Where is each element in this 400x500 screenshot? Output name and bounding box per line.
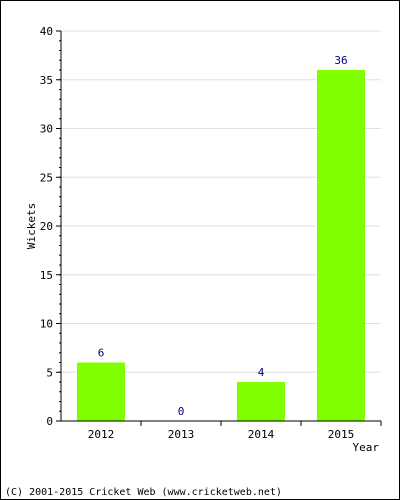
x-tick-label-2015: 2015 (328, 428, 355, 441)
y-tick-label: 0 (46, 415, 53, 428)
y-tick-label: 30 (40, 123, 53, 136)
x-tick-label-2013: 2013 (168, 428, 195, 441)
data-label-2015: 36 (334, 54, 347, 67)
y-tick-label: 40 (40, 25, 53, 38)
axes (56, 30, 382, 426)
gridlines (61, 30, 381, 373)
data-label-2013: 0 (178, 405, 185, 418)
y-tick-label: 5 (46, 366, 53, 379)
bar-2015 (317, 70, 365, 421)
x-tick-label-2012: 2012 (88, 428, 115, 441)
x-axis-title: Year (353, 441, 380, 454)
data-label-2012: 6 (98, 347, 105, 360)
bar-2012 (77, 362, 125, 421)
bars (77, 70, 365, 421)
copyright-notice: (C) 2001-2015 Cricket Web (www.cricketwe… (5, 487, 282, 498)
y-tick-label: 10 (40, 318, 53, 331)
y-tick-label: 20 (40, 220, 53, 233)
y-tick-label: 25 (40, 171, 53, 184)
y-axis-title: Wickets (25, 203, 38, 249)
y-tick-label: 35 (40, 74, 53, 87)
y-tick-label: 15 (40, 269, 53, 282)
data-label-2014: 4 (258, 366, 265, 379)
tick-labels: 0 5 10 15 20 25 30 35 40 6 2012 0 2013 4 2014 36 2015 (40, 25, 355, 441)
bar-2014 (237, 382, 285, 421)
x-tick-label-2014: 2014 (248, 428, 275, 441)
